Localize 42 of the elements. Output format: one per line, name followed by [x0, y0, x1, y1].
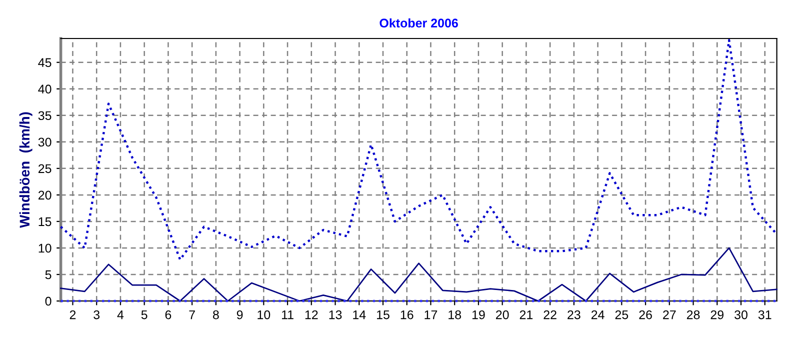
x-tick-label: 2 — [70, 310, 76, 320]
y-tick-label: 5 — [45, 270, 52, 280]
x-tick-label: 22 — [544, 310, 556, 320]
x-tick-label: 12 — [305, 310, 318, 320]
y-tick-label: 45 — [38, 58, 52, 68]
x-tick-label: 31 — [758, 310, 772, 320]
x-tick-label: 10 — [258, 310, 270, 320]
x-tick-label: 20 — [496, 310, 509, 320]
y-tick-label: 20 — [38, 190, 52, 200]
x-tick-label: 13 — [329, 310, 342, 320]
y-tick-label: 35 — [38, 111, 52, 120]
x-tick-label: 27 — [663, 310, 676, 320]
x-tick-label: 30 — [734, 310, 748, 320]
chart-title: Oktober 2006 — [380, 18, 458, 28]
y-tick-label: 0 — [45, 296, 52, 306]
x-tick-label: 19 — [472, 310, 485, 320]
x-tick-label: 24 — [591, 310, 604, 320]
y-tick-label: 30 — [38, 138, 52, 147]
x-tick-label: 26 — [639, 310, 652, 320]
x-tick-label: 9 — [236, 310, 243, 320]
x-tick-label: 11 — [282, 310, 294, 320]
x-tick-label: 4 — [117, 310, 124, 320]
y-tick-label: 10 — [38, 244, 52, 253]
x-tick-label: 21 — [520, 310, 533, 320]
x-tick-label: 25 — [615, 310, 628, 320]
x-tick-label: 5 — [141, 310, 148, 320]
x-tick-label: 28 — [686, 310, 700, 320]
x-tick-label: 8 — [213, 310, 219, 320]
y-tick-label: 40 — [38, 84, 52, 94]
x-tick-label: 3 — [94, 310, 100, 320]
x-tick-label: 15 — [377, 310, 390, 320]
y-tick-label: 15 — [38, 217, 52, 226]
x-tick-label: 14 — [353, 310, 366, 320]
x-tick-label: 16 — [400, 310, 414, 320]
x-tick-label: 7 — [189, 310, 195, 320]
y-tick-label: 25 — [38, 164, 52, 174]
x-tick-label: 29 — [710, 310, 724, 320]
x-tick-label: 17 — [424, 310, 438, 320]
x-tick-label: 23 — [568, 310, 580, 320]
y-axis-title: Windböen (km/h) — [19, 112, 32, 228]
x-tick-label: 18 — [448, 310, 462, 320]
x-tick-label: 6 — [165, 310, 172, 320]
